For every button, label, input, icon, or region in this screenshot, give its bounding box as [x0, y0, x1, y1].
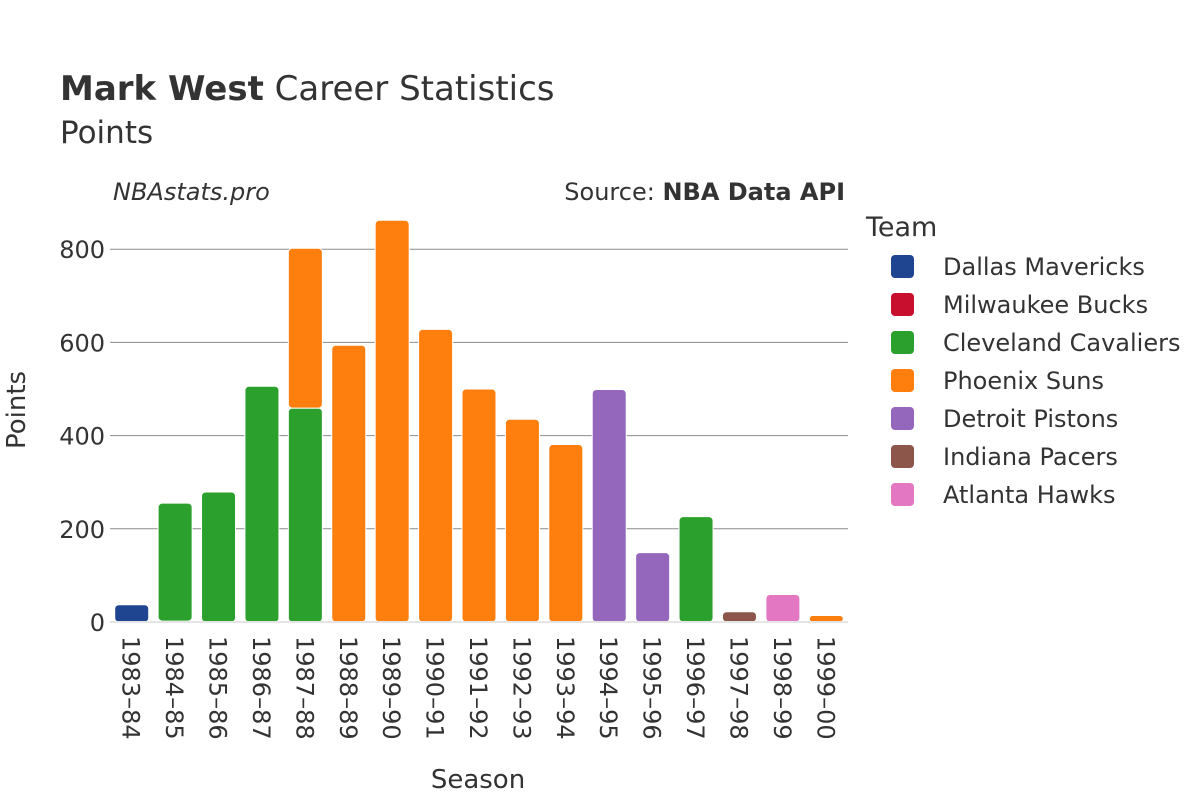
bar-segment — [721, 611, 757, 623]
bar-segment — [287, 407, 323, 623]
bar-segment — [591, 388, 627, 623]
x-tick-label: 1990–91 — [421, 636, 449, 740]
bar-segment — [678, 516, 714, 623]
x-tick-label: 1991–92 — [464, 636, 492, 740]
legend-swatch — [891, 293, 914, 316]
legend-label: Detroit Pistons — [943, 405, 1118, 433]
x-tick-label: 1984–85 — [160, 636, 188, 740]
y-tick-label: 400 — [59, 423, 105, 451]
bar-segment — [765, 594, 801, 623]
x-tick-label: 1985–86 — [204, 636, 232, 740]
legend-label: Atlanta Hawks — [943, 481, 1116, 509]
x-tick-label: 1992–93 — [507, 636, 535, 740]
bar-segment — [244, 385, 280, 623]
legend: Dallas Mavericks Milwaukee Bucks Cleveland… — [891, 253, 1180, 509]
bar-segment — [374, 219, 410, 623]
chart-title-rest: Career Statistics — [264, 69, 555, 109]
bar-segment — [157, 502, 193, 622]
x-tick-label: 1999–00 — [811, 636, 839, 740]
x-tick-label: 1986–87 — [247, 636, 275, 740]
x-tick-label: 1989–90 — [377, 636, 405, 740]
legend-swatch — [891, 407, 914, 430]
legend-label: Indiana Pacers — [943, 443, 1118, 471]
source-credit: Source: NBA Data API — [564, 178, 845, 206]
bar-segment — [504, 418, 540, 623]
y-tick-label: 0 — [90, 609, 105, 637]
bar-segment — [548, 443, 584, 623]
bars — [114, 219, 844, 623]
legend-swatch — [891, 255, 914, 278]
bar-segment — [461, 388, 497, 623]
bar-segment — [114, 604, 150, 623]
bar-segment — [418, 328, 454, 623]
y-tick-label: 600 — [59, 329, 105, 357]
x-tick-label: 1998–99 — [768, 636, 796, 740]
x-tick-label: 1996–97 — [681, 636, 709, 740]
legend-label: Milwaukee Bucks — [943, 291, 1148, 319]
watermark: NBAstats.pro — [113, 178, 270, 206]
chart-subtitle: Points — [60, 115, 153, 151]
x-tick-label: 1994–95 — [594, 636, 622, 740]
y-axis-title: Points — [2, 371, 32, 449]
bar-segment — [331, 344, 367, 623]
legend-label: Cleveland Cavaliers — [943, 329, 1180, 357]
y-axis-ticks: 0 200 400 600 800 — [59, 236, 105, 637]
legend-label: Dallas Mavericks — [943, 253, 1145, 281]
y-tick-label: 200 — [59, 516, 105, 544]
source-name: NBA Data API — [662, 178, 845, 206]
x-tick-label: 1997–98 — [724, 636, 752, 740]
legend-label: Phoenix Suns — [943, 367, 1104, 395]
legend-title: Team — [865, 212, 937, 243]
bar-segment — [635, 552, 671, 623]
x-axis-title: Season — [431, 765, 525, 795]
x-tick-label: 1988–89 — [334, 636, 362, 740]
bar-segment — [287, 247, 323, 409]
legend-swatch — [891, 369, 914, 392]
legend-swatch — [891, 331, 914, 354]
x-tick-label: 1983–84 — [117, 636, 145, 740]
x-axis-ticks: 1983–84 1984–85 1985–86 1986–87 1987–88 1988–… — [117, 636, 840, 740]
y-tick-label: 800 — [59, 236, 105, 264]
legend-swatch — [891, 445, 914, 468]
chart-title-bold: Mark West — [60, 69, 264, 109]
x-tick-label: 1995–96 — [638, 636, 666, 740]
legend-swatch — [891, 483, 914, 506]
bar-segment — [201, 491, 237, 623]
x-tick-label: 1987–88 — [290, 636, 318, 740]
source-prefix: Source: — [564, 178, 662, 206]
chart-title: Mark West Career Statistics — [60, 69, 555, 109]
x-tick-label: 1993–94 — [551, 636, 579, 740]
